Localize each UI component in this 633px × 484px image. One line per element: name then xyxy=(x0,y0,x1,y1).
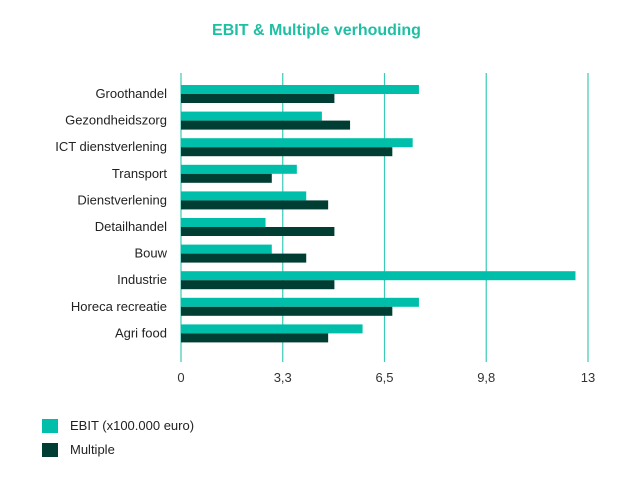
chart-title: EBIT & Multiple verhouding xyxy=(212,22,421,39)
category-label: Agri food xyxy=(115,325,167,340)
bar-ebit xyxy=(181,297,419,307)
category-label: Dienstverlening xyxy=(77,192,167,207)
bar-ebit xyxy=(181,191,307,201)
bar-multiple xyxy=(181,120,351,130)
x-tick-label: 6,5 xyxy=(375,370,393,385)
bar-ebit xyxy=(181,164,297,174)
bar-multiple xyxy=(181,94,335,103)
legend-swatch-multiple xyxy=(42,442,58,457)
bar-ebit xyxy=(181,244,272,254)
legend-label-multiple: Multiple xyxy=(70,442,115,457)
category-label: Horeca recreatie xyxy=(71,299,167,314)
bar-multiple xyxy=(181,333,329,343)
category-label: ICT dienstverlening xyxy=(55,139,167,154)
bar-multiple xyxy=(181,200,329,210)
legend-item-ebit: EBIT (x100.000 euro) xyxy=(42,418,194,433)
bar-ebit xyxy=(181,138,413,148)
bar-ebit xyxy=(181,271,576,281)
bar-ebit xyxy=(181,218,266,227)
bar-multiple xyxy=(181,173,272,183)
category-label: Detailhandel xyxy=(95,219,167,234)
legend-swatch-ebit xyxy=(42,418,58,433)
legend-item-multiple: Multiple xyxy=(42,442,115,457)
bar-ebit xyxy=(181,85,419,94)
x-tick-label: 9,8 xyxy=(477,370,495,385)
x-tick-label: 13 xyxy=(581,370,595,385)
bar-ebit xyxy=(181,111,322,121)
bar-multiple xyxy=(181,227,335,236)
bar-multiple xyxy=(181,306,393,316)
legend-label-ebit: EBIT (x100.000 euro) xyxy=(70,418,195,433)
bar-multiple xyxy=(181,280,335,290)
bar-multiple xyxy=(181,253,307,263)
x-tick-label: 0 xyxy=(177,370,184,385)
category-label: Groothandel xyxy=(95,86,167,101)
category-label: Bouw xyxy=(134,246,167,261)
bar-ebit xyxy=(181,324,363,334)
bar-multiple xyxy=(181,147,393,157)
category-label: Gezondheidszorg xyxy=(65,113,167,128)
x-tick-label: 3,3 xyxy=(274,370,292,385)
category-label: Transport xyxy=(112,166,168,181)
category-label: Industrie xyxy=(117,272,167,287)
